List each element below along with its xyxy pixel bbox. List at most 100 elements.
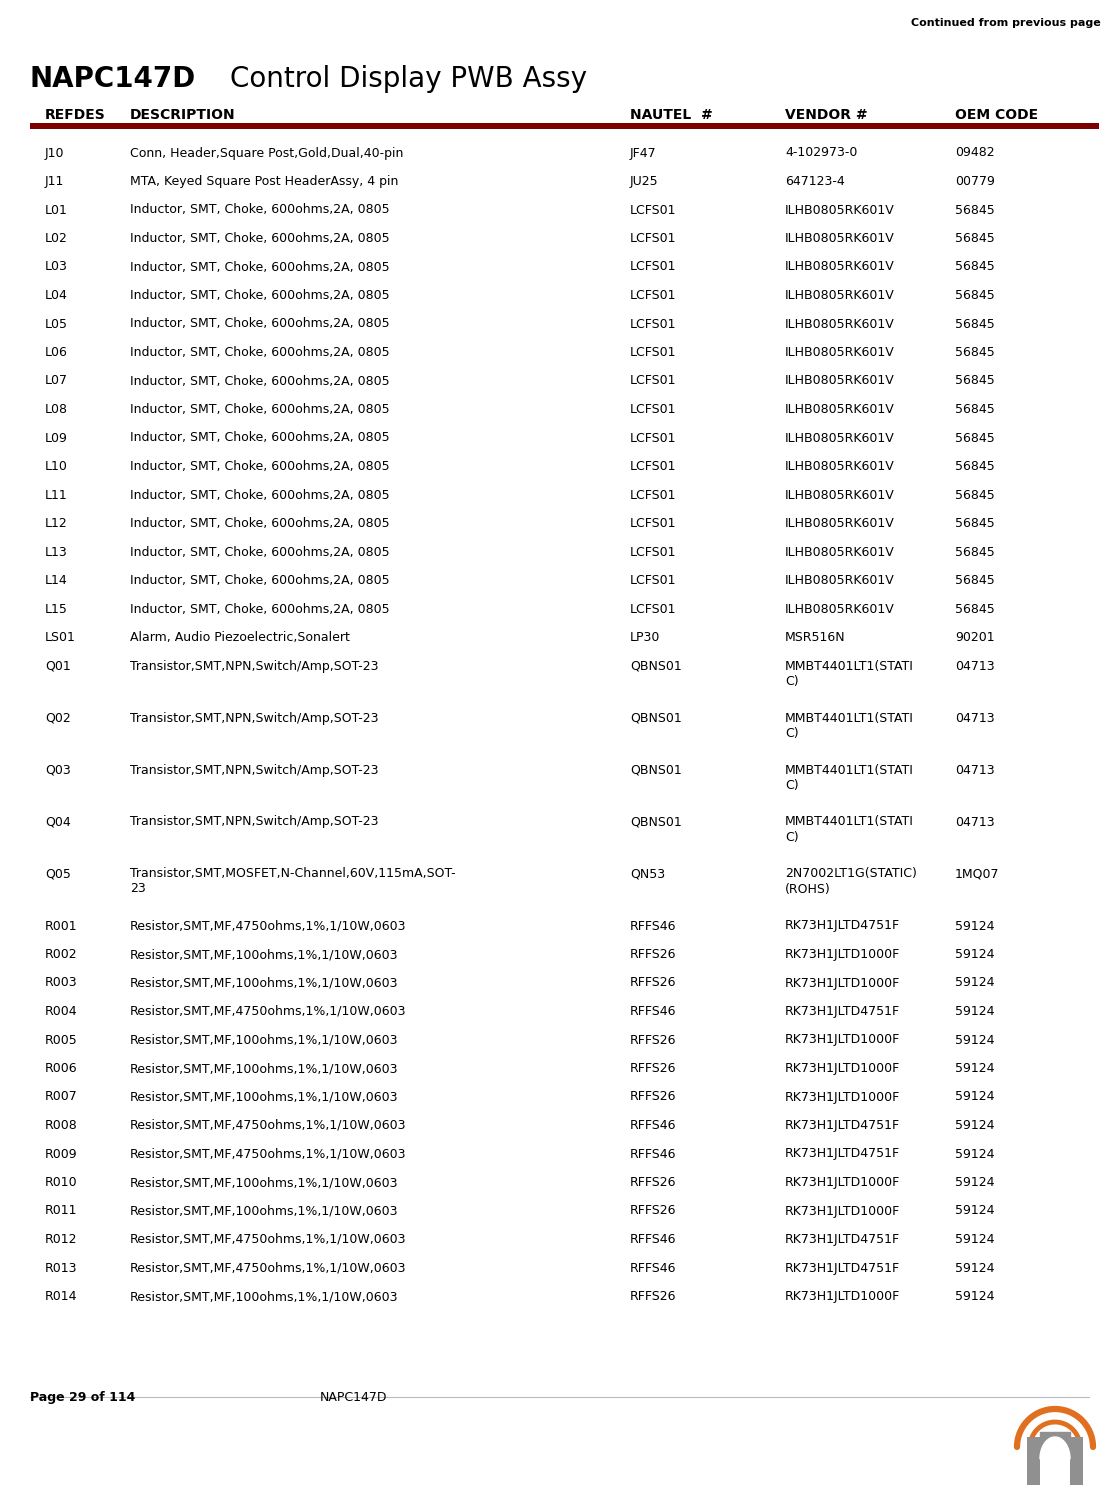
Text: L13: L13 <box>45 545 68 558</box>
Text: ILHB0805RK601V: ILHB0805RK601V <box>786 460 895 474</box>
Text: 56845: 56845 <box>955 261 995 274</box>
Text: Resistor,SMT,MF,100ohms,1%,1/10W,0603: Resistor,SMT,MF,100ohms,1%,1/10W,0603 <box>130 1033 398 1047</box>
Text: Transistor,SMT,NPN,Switch/Amp,SOT-23: Transistor,SMT,NPN,Switch/Amp,SOT-23 <box>130 660 378 673</box>
Text: 56845: 56845 <box>955 404 995 415</box>
Text: 00779: 00779 <box>955 176 995 188</box>
Text: ILHB0805RK601V: ILHB0805RK601V <box>786 289 895 302</box>
Text: MMBT4401LT1(STATI
C): MMBT4401LT1(STATI C) <box>786 660 914 688</box>
Text: Resistor,SMT,MF,100ohms,1%,1/10W,0603: Resistor,SMT,MF,100ohms,1%,1/10W,0603 <box>130 977 398 990</box>
Text: 56845: 56845 <box>955 317 995 331</box>
Text: LCFS01: LCFS01 <box>630 573 677 587</box>
Text: Inductor, SMT, Choke, 600ohms,2A, 0805: Inductor, SMT, Choke, 600ohms,2A, 0805 <box>130 345 389 359</box>
Text: 59124: 59124 <box>955 1090 995 1103</box>
Text: L12: L12 <box>45 517 68 530</box>
Text: ILHB0805RK601V: ILHB0805RK601V <box>786 345 895 359</box>
Text: ILHB0805RK601V: ILHB0805RK601V <box>786 488 895 502</box>
Text: R007: R007 <box>45 1090 77 1103</box>
Text: 04713: 04713 <box>955 712 995 725</box>
Text: LP30: LP30 <box>630 631 660 645</box>
Text: 59124: 59124 <box>955 1148 995 1160</box>
Text: RK73H1JLTD1000F: RK73H1JLTD1000F <box>786 977 901 990</box>
Text: Inductor, SMT, Choke, 600ohms,2A, 0805: Inductor, SMT, Choke, 600ohms,2A, 0805 <box>130 573 389 587</box>
Polygon shape <box>1040 1437 1070 1459</box>
Text: L05: L05 <box>45 317 68 331</box>
Text: 59124: 59124 <box>955 948 995 960</box>
Text: NAUTEL  #: NAUTEL # <box>630 109 713 122</box>
Text: 04713: 04713 <box>955 764 995 776</box>
Text: MMBT4401LT1(STATI
C): MMBT4401LT1(STATI C) <box>786 816 914 843</box>
Text: RK73H1JLTD1000F: RK73H1JLTD1000F <box>786 1289 901 1303</box>
Text: Resistor,SMT,MF,100ohms,1%,1/10W,0603: Resistor,SMT,MF,100ohms,1%,1/10W,0603 <box>130 1289 398 1303</box>
Text: RFFS26: RFFS26 <box>630 977 677 990</box>
Text: RFFS26: RFFS26 <box>630 1090 677 1103</box>
Text: RFFS46: RFFS46 <box>630 1148 677 1160</box>
Text: Conn, Header,Square Post,Gold,Dual,40-pin: Conn, Header,Square Post,Gold,Dual,40-pi… <box>130 146 403 159</box>
Text: Control Display PWB Assy: Control Display PWB Assy <box>231 66 587 92</box>
Text: ILHB0805RK601V: ILHB0805RK601V <box>786 404 895 415</box>
Text: Resistor,SMT,MF,4750ohms,1%,1/10W,0603: Resistor,SMT,MF,4750ohms,1%,1/10W,0603 <box>130 1005 406 1018</box>
Text: RFFS26: RFFS26 <box>630 1176 677 1190</box>
Text: Continued from previous page: Continued from previous page <box>911 18 1101 28</box>
Text: Transistor,SMT,NPN,Switch/Amp,SOT-23: Transistor,SMT,NPN,Switch/Amp,SOT-23 <box>130 764 378 776</box>
Text: RFFS26: RFFS26 <box>630 1033 677 1047</box>
Text: 59124: 59124 <box>955 1233 995 1246</box>
Bar <box>30 124 1099 130</box>
Text: 56845: 56845 <box>955 432 995 445</box>
Text: RK73H1JLTD1000F: RK73H1JLTD1000F <box>786 1033 901 1047</box>
Text: R014: R014 <box>45 1289 77 1303</box>
Text: L04: L04 <box>45 289 68 302</box>
Text: L11: L11 <box>45 488 68 502</box>
Text: RK73H1JLTD4751F: RK73H1JLTD4751F <box>786 1120 900 1132</box>
Text: LCFS01: LCFS01 <box>630 545 677 558</box>
Text: L01: L01 <box>45 204 68 216</box>
Text: Inductor, SMT, Choke, 600ohms,2A, 0805: Inductor, SMT, Choke, 600ohms,2A, 0805 <box>130 432 389 445</box>
Text: Inductor, SMT, Choke, 600ohms,2A, 0805: Inductor, SMT, Choke, 600ohms,2A, 0805 <box>130 603 389 615</box>
Text: Inductor, SMT, Choke, 600ohms,2A, 0805: Inductor, SMT, Choke, 600ohms,2A, 0805 <box>130 460 389 474</box>
Text: Inductor, SMT, Choke, 600ohms,2A, 0805: Inductor, SMT, Choke, 600ohms,2A, 0805 <box>130 517 389 530</box>
Text: 59124: 59124 <box>955 920 995 932</box>
Text: R011: R011 <box>45 1205 77 1218</box>
Text: Q04: Q04 <box>45 816 70 828</box>
Text: RK73H1JLTD4751F: RK73H1JLTD4751F <box>786 1005 900 1018</box>
Text: Alarm, Audio Piezoelectric,Sonalert: Alarm, Audio Piezoelectric,Sonalert <box>130 631 350 645</box>
Text: RFFS46: RFFS46 <box>630 1233 677 1246</box>
Text: Resistor,SMT,MF,100ohms,1%,1/10W,0603: Resistor,SMT,MF,100ohms,1%,1/10W,0603 <box>130 1205 398 1218</box>
Text: L09: L09 <box>45 432 68 445</box>
Text: RFFS46: RFFS46 <box>630 1120 677 1132</box>
Text: L08: L08 <box>45 404 68 415</box>
Text: Transistor,SMT,NPN,Switch/Amp,SOT-23: Transistor,SMT,NPN,Switch/Amp,SOT-23 <box>130 712 378 725</box>
Text: LCFS01: LCFS01 <box>630 261 677 274</box>
Text: MSR516N: MSR516N <box>786 631 846 645</box>
Text: Resistor,SMT,MF,100ohms,1%,1/10W,0603: Resistor,SMT,MF,100ohms,1%,1/10W,0603 <box>130 1062 398 1075</box>
Text: QBNS01: QBNS01 <box>630 816 681 828</box>
Text: 59124: 59124 <box>955 1289 995 1303</box>
Text: Page 29 of 114: Page 29 of 114 <box>30 1391 135 1404</box>
Text: LCFS01: LCFS01 <box>630 345 677 359</box>
Text: R006: R006 <box>45 1062 77 1075</box>
Text: LCFS01: LCFS01 <box>630 460 677 474</box>
Text: OEM CODE: OEM CODE <box>955 109 1038 122</box>
Text: R010: R010 <box>45 1176 77 1190</box>
Text: L03: L03 <box>45 261 68 274</box>
Text: Resistor,SMT,MF,4750ohms,1%,1/10W,0603: Resistor,SMT,MF,4750ohms,1%,1/10W,0603 <box>130 1261 406 1275</box>
Text: LCFS01: LCFS01 <box>630 404 677 415</box>
Text: 59124: 59124 <box>955 1005 995 1018</box>
Text: R001: R001 <box>45 920 77 932</box>
Text: Inductor, SMT, Choke, 600ohms,2A, 0805: Inductor, SMT, Choke, 600ohms,2A, 0805 <box>130 232 389 246</box>
Text: LCFS01: LCFS01 <box>630 432 677 445</box>
Text: LCFS01: LCFS01 <box>630 517 677 530</box>
Text: R012: R012 <box>45 1233 77 1246</box>
Text: QBNS01: QBNS01 <box>630 764 681 776</box>
Text: LS01: LS01 <box>45 631 76 645</box>
Text: 04713: 04713 <box>955 816 995 828</box>
Text: QN53: QN53 <box>630 868 665 880</box>
Text: Q03: Q03 <box>45 764 70 776</box>
Text: RK73H1JLTD4751F: RK73H1JLTD4751F <box>786 1261 900 1275</box>
Text: Resistor,SMT,MF,100ohms,1%,1/10W,0603: Resistor,SMT,MF,100ohms,1%,1/10W,0603 <box>130 1176 398 1190</box>
Text: Transistor,SMT,MOSFET,N-Channel,60V,115mA,SOT-
23: Transistor,SMT,MOSFET,N-Channel,60V,115m… <box>130 868 455 895</box>
Bar <box>1040 1459 1070 1485</box>
Text: Resistor,SMT,MF,4750ohms,1%,1/10W,0603: Resistor,SMT,MF,4750ohms,1%,1/10W,0603 <box>130 1233 406 1246</box>
Text: NAPC147D: NAPC147D <box>30 66 196 92</box>
Text: Resistor,SMT,MF,100ohms,1%,1/10W,0603: Resistor,SMT,MF,100ohms,1%,1/10W,0603 <box>130 1090 398 1103</box>
Text: 4-102973-0: 4-102973-0 <box>786 146 857 159</box>
